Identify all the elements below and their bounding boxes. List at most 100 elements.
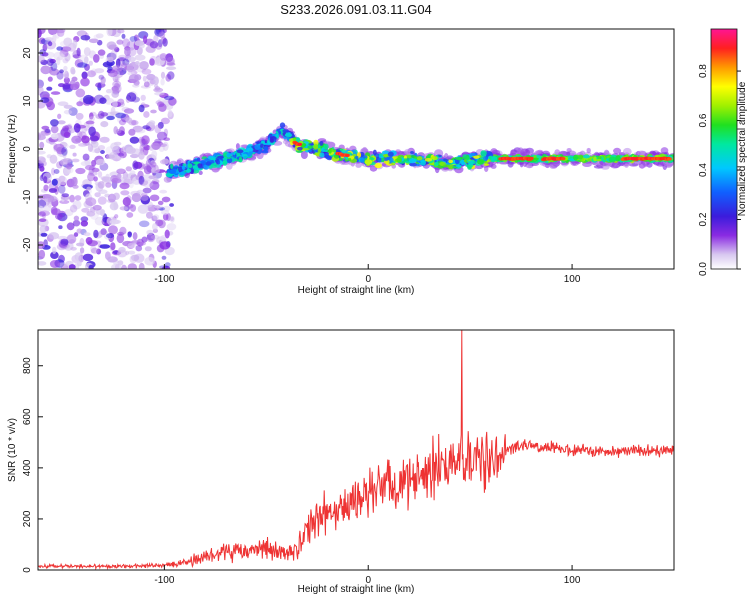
noise-blob — [156, 131, 168, 141]
noise-blob — [97, 49, 106, 56]
noise-blob — [81, 207, 90, 213]
noise-blob — [63, 109, 73, 115]
noise-blob — [119, 119, 126, 126]
noise-blob — [101, 176, 113, 183]
signal-blob — [205, 161, 212, 166]
noise-blob — [154, 204, 164, 209]
noise-blob — [125, 166, 132, 172]
signal-blob — [593, 156, 598, 162]
noise-blob — [134, 128, 146, 134]
x-tick-label: 100 — [564, 575, 581, 586]
noise-blob — [72, 152, 77, 157]
noise-blob — [55, 32, 60, 39]
noise-blob — [100, 228, 107, 236]
noise-blob — [62, 83, 74, 91]
noise-blob — [41, 125, 50, 130]
noise-blob — [47, 41, 53, 47]
noise-blob — [154, 56, 165, 66]
noise-blob — [80, 35, 91, 41]
noise-blob — [40, 232, 48, 237]
signal-blob — [335, 149, 341, 153]
noise-blob — [107, 56, 114, 63]
signal-blob — [468, 160, 474, 166]
signal-blob — [448, 159, 454, 164]
signal-blob — [386, 156, 391, 161]
snr-ylabel: SNR (10 * v/v) — [7, 418, 18, 482]
signal-blob — [389, 157, 394, 163]
noise-blob — [90, 210, 99, 220]
signal-halo — [490, 164, 497, 169]
noise-blob — [93, 54, 100, 63]
noise-blob — [107, 256, 118, 263]
noise-blob — [61, 193, 69, 198]
noise-blob — [127, 250, 136, 255]
y-tick-label: 600 — [22, 408, 33, 425]
noise-blob — [44, 129, 51, 133]
signal-blob — [168, 169, 177, 175]
signal-blob — [347, 158, 352, 161]
noise-blob — [126, 92, 137, 102]
noise-blob — [93, 94, 105, 104]
noise-blob — [50, 206, 58, 216]
noise-blob — [66, 222, 75, 231]
y-tick-label: 400 — [22, 459, 33, 476]
noise-blob — [143, 81, 150, 88]
noise-blob — [124, 47, 131, 57]
noise-blob — [138, 262, 145, 269]
x-tick-label: 0 — [365, 575, 371, 586]
signal-blob — [282, 129, 290, 133]
noise-blob — [157, 200, 164, 206]
noise-blob — [70, 66, 76, 75]
noise-blob — [154, 124, 162, 134]
noise-blob — [39, 225, 47, 234]
y-tick-label: -20 — [22, 237, 33, 252]
signal-blob — [263, 146, 269, 152]
noise-blob — [115, 112, 126, 119]
noise-blob — [114, 84, 122, 93]
signal-halo — [637, 150, 645, 157]
noise-blob — [72, 184, 79, 189]
noise-blob — [58, 184, 66, 194]
noise-blob — [102, 213, 108, 223]
noise-blob — [138, 104, 145, 113]
signal-blob — [242, 153, 248, 160]
noise-blob — [53, 169, 60, 174]
noise-blob — [68, 264, 76, 269]
noise-blob — [70, 83, 79, 91]
signal-halo — [604, 149, 609, 156]
signal-blob — [297, 146, 303, 151]
spectrogram-xlabel: Height of straight line (km) — [298, 285, 415, 296]
snr-panel: -100 0 100 0 200 400 600 800 Height of straigh… — [7, 329, 675, 595]
noise-blob — [48, 232, 60, 240]
noise-blob — [76, 242, 85, 247]
noise-blob — [118, 246, 126, 253]
noise-blob — [43, 204, 52, 212]
noise-blob — [112, 80, 122, 88]
noise-blob — [77, 62, 88, 68]
signal-blob — [381, 150, 390, 155]
signal-blob — [334, 154, 339, 159]
noise-blob — [94, 148, 101, 154]
noise-blob — [160, 235, 166, 242]
noise-blob — [135, 61, 140, 65]
signal-blob — [411, 155, 416, 158]
signal-blob — [420, 160, 426, 166]
signal-blob — [198, 166, 204, 169]
noise-blob — [115, 129, 122, 134]
signal-blob — [582, 154, 590, 159]
noise-blob — [129, 170, 136, 176]
noise-blob — [159, 189, 168, 194]
signal-blob — [455, 164, 462, 168]
noise-blob — [150, 161, 157, 168]
noise-blob — [89, 135, 99, 142]
noise-blob — [92, 204, 102, 211]
noise-blob — [116, 168, 126, 175]
noise-blob — [117, 29, 125, 34]
noise-blob — [110, 142, 119, 151]
noise-blob — [114, 214, 119, 219]
noise-blob — [58, 176, 68, 186]
signal-blob — [317, 147, 321, 154]
signal-blob — [373, 149, 377, 156]
signal-peak — [297, 142, 303, 146]
noise-blob — [52, 246, 57, 255]
